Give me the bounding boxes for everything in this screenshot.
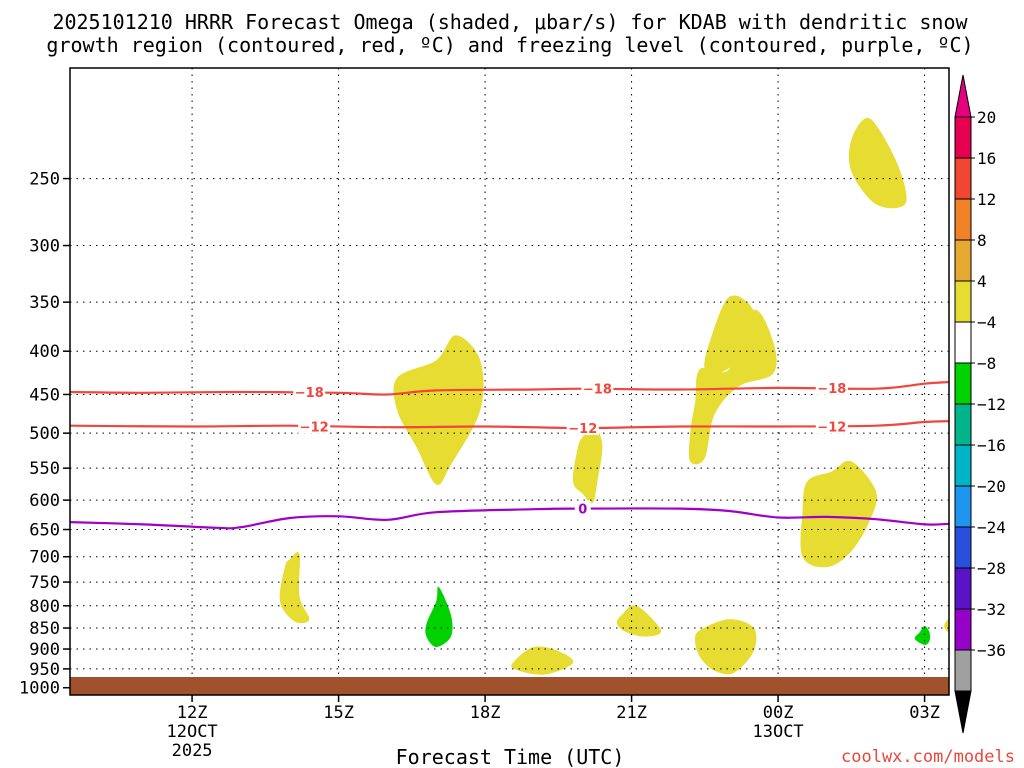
omega-negative-area-12 <box>425 586 453 647</box>
y-tick-label: 950 <box>29 660 60 680</box>
x-tick-label: 15Z <box>323 703 354 723</box>
omega-positive-area-10 <box>511 646 574 675</box>
dgz-18C-label: −18 <box>295 386 324 401</box>
watermark-text: coolwx.com/models <box>841 747 1015 767</box>
colorbar-swatch <box>954 608 972 651</box>
y-tick-label: 650 <box>29 521 60 541</box>
x-tick-date-label: 13OCT <box>752 722 803 742</box>
x-tick-label: 12Z <box>177 703 208 723</box>
y-tick-label: 300 <box>29 237 60 257</box>
y-tick-label: 450 <box>29 385 60 405</box>
x-tick-label: 00Z <box>763 703 794 723</box>
y-tick-label: 350 <box>29 293 60 313</box>
colorbar-label: 20 <box>977 108 996 127</box>
x-tick-year-label: 2025 <box>172 741 213 761</box>
colorbar-swatch <box>954 280 972 323</box>
colorbar-swatch <box>954 157 972 200</box>
colorbar-label: −28 <box>977 559 1006 578</box>
dgz-12C-label: −12 <box>817 420 846 435</box>
dgz-18C-label-bg <box>581 380 614 396</box>
omega-positive-area-2 <box>393 335 484 485</box>
y-tick-label: 900 <box>29 640 60 660</box>
freezing-0C-line <box>70 507 949 530</box>
omega-positive-area-11 <box>944 619 949 633</box>
dgz-12C-label-bg <box>815 418 848 434</box>
colorbar-swatch <box>954 116 972 159</box>
plot-frame <box>69 67 950 696</box>
omega-positive-area-6 <box>800 460 877 568</box>
y-tick-label: 500 <box>29 424 60 444</box>
colorbar-swatch <box>954 526 972 569</box>
x-tick-label: 03Z <box>909 703 940 723</box>
colorbar-swatch <box>954 444 972 487</box>
colorbar-bottom-arrow <box>954 690 972 734</box>
y-tick-label: 550 <box>29 459 60 479</box>
omega-positive-area-7 <box>279 552 310 624</box>
contour-layer: −18 −18 −18 −12 −12 −12 0 <box>70 379 949 530</box>
omega-positive-area-1 <box>848 117 907 209</box>
x-axis-label: Forecast Time (UTC) <box>396 745 625 768</box>
colorbar-label: −16 <box>977 436 1006 455</box>
colorbar-label: −12 <box>977 395 1006 414</box>
dgz-18C-label-bg <box>293 384 326 400</box>
colorbar-swatch <box>954 198 972 241</box>
colorbar-swatch <box>954 403 972 446</box>
y-tick-label: 800 <box>29 597 60 617</box>
omega-positive-area-9 <box>695 619 757 675</box>
colorbar-label: 16 <box>977 149 996 168</box>
colorbar-label: −20 <box>977 477 1006 496</box>
colorbar: 20 16 12 8 4 −4 −8 −12 −16 −20 −24 −28 −32 −36 <box>954 74 1006 734</box>
colorbar-swatch <box>954 321 972 364</box>
x-tick-label: 21Z <box>616 703 647 723</box>
ground-band <box>70 677 949 695</box>
omega-positive-area-8 <box>616 605 662 637</box>
colorbar-label: −8 <box>977 354 996 373</box>
plot-area: −18 −18 −18 −12 −12 −12 0 <box>69 67 950 696</box>
colorbar-swatch <box>954 567 972 610</box>
y-tick-label: 250 <box>29 170 60 190</box>
colorbar-label: 8 <box>977 231 987 250</box>
x-tick-date-label: 12OCT <box>166 722 217 742</box>
freezing-0C-label-bg <box>574 500 591 516</box>
chart-title-line-1: 2025101210 HRRR Forecast Omega (shaded, … <box>52 10 968 34</box>
y-tick-label: 600 <box>29 491 60 511</box>
colorbar-label: −36 <box>977 641 1006 660</box>
omega-negative-area-13 <box>914 625 931 645</box>
y-tick-label: 400 <box>29 342 60 362</box>
dgz-12C-label-bg <box>566 419 599 435</box>
y-tick-label: 750 <box>29 573 60 593</box>
dgz-12C-label: −12 <box>568 422 597 437</box>
omega-positive-area-4 <box>704 295 758 376</box>
omega-shading-layer <box>279 117 949 675</box>
colorbar-swatch <box>954 649 972 692</box>
plot-background <box>70 68 949 695</box>
dgz-12C-label: −12 <box>300 420 329 435</box>
colorbar-label: −24 <box>977 518 1006 537</box>
colorbar-label: 12 <box>977 190 996 209</box>
colorbar-label: 4 <box>977 272 987 291</box>
dgz-12C-label-bg <box>298 418 331 434</box>
dgz-18C-label: −18 <box>583 383 612 398</box>
x-tick-label: 18Z <box>470 703 501 723</box>
gridlines <box>70 68 949 695</box>
y-tick-label: 1000 <box>19 679 60 699</box>
omega-positive-area-5 <box>572 424 603 504</box>
colorbar-label: −32 <box>977 600 1006 619</box>
chart-title-line-2: growth region (contoured, red, ºC) and f… <box>46 33 973 57</box>
dgz-18C-line <box>70 380 949 396</box>
y-tick-label: 700 <box>29 548 60 568</box>
dgz-18C-label: −18 <box>817 382 846 397</box>
y-tick-label: 850 <box>29 619 60 639</box>
colorbar-swatch <box>954 485 972 528</box>
colorbar-swatch <box>954 362 972 405</box>
dgz-18C-label-bg <box>815 379 848 395</box>
dgz-12C-line <box>70 420 949 430</box>
freezing-0C-label: 0 <box>578 503 587 518</box>
y-axis-pressure: 2503003504004505005506006507007508008509… <box>19 170 70 699</box>
colorbar-label: −4 <box>977 313 996 332</box>
colorbar-swatch <box>954 239 972 282</box>
